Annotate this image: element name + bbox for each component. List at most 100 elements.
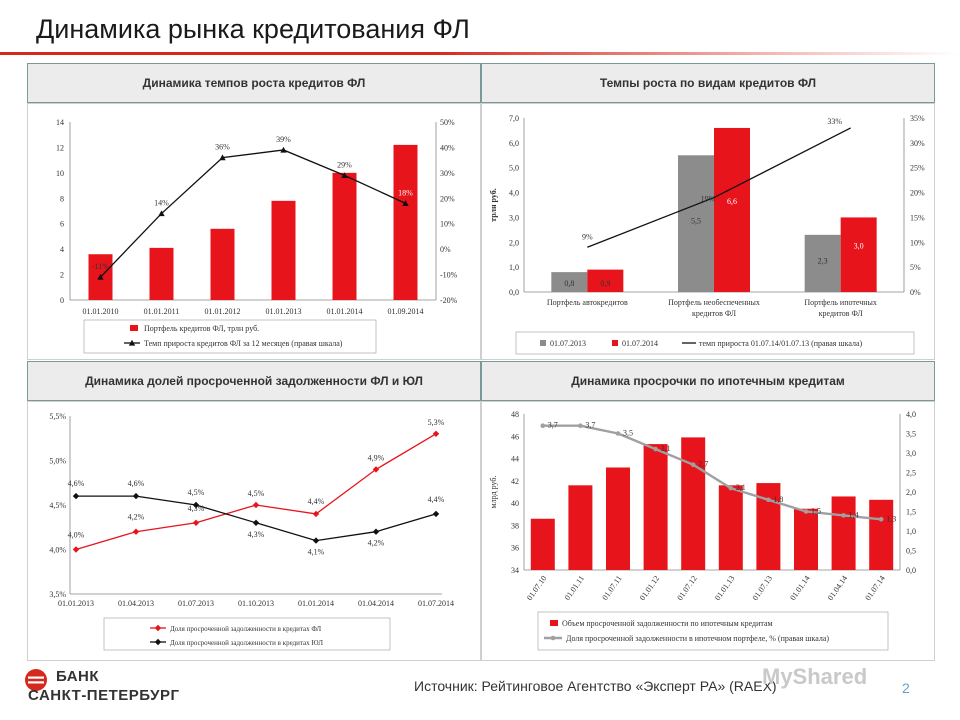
fl-point — [372, 466, 380, 473]
legend-swatch-bar — [550, 620, 558, 626]
x-tick-label: 01.01.2012 — [205, 307, 241, 316]
bar-2013 — [551, 272, 588, 292]
overdue-share-point — [803, 509, 809, 514]
bar-2013 — [678, 155, 714, 292]
growth-data-label: 29% — [337, 160, 352, 169]
x-tick-label: 01.01.2010 — [83, 307, 119, 316]
y-right-tick-label: 35% — [910, 114, 925, 123]
legend-label-2014: 01.07.2014 — [622, 339, 658, 348]
y-left-tick-label: 36 — [511, 544, 519, 553]
y-left-tick-label: 2 — [60, 271, 64, 280]
y-right-tick-label: 0% — [440, 245, 451, 254]
y-axis-title: трлн руб. — [489, 188, 498, 222]
watermark: MyShared — [762, 664, 868, 689]
y-left-tick-label: 5,0 — [509, 164, 519, 173]
growth-point — [219, 154, 226, 161]
legend-swatch-2014 — [612, 340, 618, 346]
bar-2014-label: 0,9 — [600, 279, 610, 288]
overdue-share-label: 3,1 — [661, 444, 671, 453]
growth-data-label: 36% — [215, 143, 230, 152]
x-tick-label: 01.04.2013 — [118, 599, 154, 608]
bar-2013-label: 2,3 — [818, 256, 828, 265]
bar — [332, 172, 357, 300]
y-left-tick-label: 8 — [60, 194, 64, 203]
x-tick-label: 01.01.2011 — [144, 307, 180, 316]
chart-overdue-share-svg: 3,5% 4,0% 4,5% 5,0% 5,5% 01.01.2013 01.04.2013… — [49, 412, 454, 651]
fl-data-label: 4,2% — [128, 513, 145, 522]
bar-2014 — [587, 269, 624, 292]
y-left-tick-label: 44 — [511, 455, 519, 464]
fl-data-label: 4,5% — [248, 489, 265, 498]
growth-data-label: 33% — [827, 117, 842, 126]
chart-overdue-share: 3,5% 4,0% 4,5% 5,0% 5,5% 01.01.2013 01.04.2013… — [27, 401, 481, 661]
chart-growth-by-type: 0,0 1,0 2,0 3,0 4,0 5,0 6,0 7,0 0% 5% 10% 15% 20% 25%… — [481, 103, 935, 360]
bar — [681, 437, 706, 570]
legend-swatch-bar — [130, 325, 138, 331]
panel-header-types: Темпы роста по видам кредитов ФЛ — [481, 63, 935, 103]
chart-loan-growth-svg: 0 2 4 6 8 10 12 14 -20% -10% 0% 10% 20% 30% 40% 50% 01.0… — [56, 118, 458, 354]
y-right-tick-label: 15% — [910, 213, 925, 222]
y-left-tick-label: 4 — [60, 245, 64, 254]
overdue-share-label: 3,5 — [623, 429, 633, 438]
y-axis-title: млрд руб. — [489, 476, 498, 509]
y-right-tick-label: 1,0 — [906, 527, 916, 536]
y-left-tick-label: 3,0 — [509, 213, 519, 222]
bar — [794, 508, 818, 570]
x-tick-label: 01.01.12 — [638, 574, 661, 602]
y-right-tick-label: 1,5 — [906, 508, 916, 517]
legend-box — [103, 617, 391, 651]
growth-point — [402, 200, 409, 206]
overdue-share-label: 1,8 — [773, 495, 783, 504]
legend-line-marker — [550, 635, 556, 641]
ul-point — [72, 492, 80, 500]
overdue-share-point — [728, 485, 734, 491]
overdue-share-point — [841, 513, 846, 518]
y-right-tick-label: 40% — [440, 143, 455, 152]
overdue-share-label: 1,5 — [811, 507, 821, 516]
legend-label-fl: Доля просроченной задолженности в кредит… — [170, 625, 321, 633]
x-tick-label: кредитов ФЛ — [819, 309, 864, 318]
fl-data-label: 4,3% — [188, 504, 205, 513]
chart-growth-by-type-svg: 0,0 1,0 2,0 3,0 4,0 5,0 6,0 7,0 0% 5% 10% 15% 20% 25%… — [489, 114, 925, 355]
bar — [718, 485, 743, 570]
legend-label-ul: Доля просроченной задолженности в кредит… — [170, 639, 323, 647]
overdue-share-label: 2,7 — [698, 460, 708, 469]
ul-data-label: 4,2% — [368, 539, 385, 548]
y-right-tick-label: 0,5 — [906, 547, 916, 556]
y-left-tick-label: 2,0 — [509, 238, 519, 247]
bar-2014-label: 3,0 — [854, 242, 864, 251]
ul-point — [252, 519, 260, 526]
bar-2013 — [804, 234, 841, 292]
bar-2014 — [714, 127, 750, 292]
x-tick-label: Портфель автокредитов — [547, 298, 628, 307]
chart-mortgage-overdue-svg: 34 36 38 40 42 44 46 48 0,0 0,5 1,0 1,5 2,0 2,5 3,0 3,5… — [489, 410, 916, 651]
x-tick-label: 01.01.2014 — [298, 599, 334, 608]
y-right-tick-label: 0,0 — [906, 566, 916, 575]
panel-header-mortgage-overdue: Динамика просрочки по ипотечным кредитам — [481, 361, 935, 401]
y-right-tick-label: 20% — [910, 189, 925, 198]
growth-line — [587, 127, 851, 248]
y-left-tick-label: 38 — [511, 521, 519, 530]
overdue-share-point — [615, 431, 621, 436]
growth-data-label: -11% — [92, 262, 109, 271]
chart-mortgage-overdue: 34 36 38 40 42 44 46 48 0,0 0,5 1,0 1,5 2,0 2,5 3,0 3,5… — [481, 401, 935, 661]
growth-point — [341, 172, 348, 178]
legend-label-2013: 01.07.2013 — [550, 339, 586, 348]
growth-point — [158, 210, 165, 217]
overdue-share-label: 1,3 — [886, 514, 896, 523]
legend-fl-marker — [154, 624, 162, 632]
growth-line — [100, 149, 406, 278]
x-tick-label: 01.01.14 — [788, 574, 811, 602]
page-number: 2 — [902, 680, 910, 696]
ul-data-label: 4,3% — [248, 530, 265, 539]
y-right-tick-label: 3,5 — [906, 430, 916, 439]
y-right-tick-label: 20% — [440, 194, 455, 203]
y-tick-label: 5,0% — [49, 457, 66, 466]
chart-loan-growth: 0 2 4 6 8 10 12 14 -20% -10% 0% 10% 20% 30% 40% 50% 01.0… — [27, 103, 481, 360]
y-left-tick-label: 6,0 — [509, 139, 519, 148]
ul-data-label: 4,6% — [128, 479, 145, 488]
growth-data-label: 39% — [276, 135, 291, 144]
y-tick-label: 5,5% — [49, 412, 66, 421]
bank-logo-icon — [25, 669, 47, 691]
ul-point — [432, 510, 440, 518]
